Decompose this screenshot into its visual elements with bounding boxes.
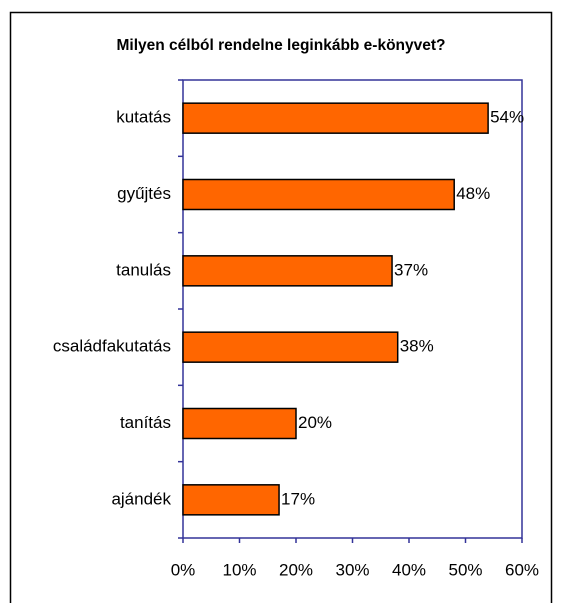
data-label: 17% [281,489,315,508]
bar [182,484,280,516]
chart-frame [9,11,553,603]
x-tick-label: 50% [448,560,482,579]
bar [182,178,455,211]
x-tick-label: 20% [279,560,313,579]
x-tick-label: 40% [392,560,426,579]
y-tick-label: családfakutatás [53,337,171,356]
data-label: 37% [394,260,428,279]
x-tick-label: 30% [335,560,369,579]
data-label: 54% [490,108,524,127]
y-tick-label: tanítás [120,413,171,432]
y-tick-label: ajándék [111,489,171,508]
y-tick-label: kutatás [116,108,171,127]
chart-title: Milyen célból rendelne leginkább e-könyv… [116,37,445,54]
bar [182,407,297,440]
bar [182,255,393,287]
x-tick-label: 0% [171,560,196,579]
data-label: 48% [456,184,490,203]
x-tick-label: 10% [222,560,256,579]
bar [182,331,399,363]
data-label: 38% [400,337,434,356]
bar [182,102,489,134]
y-tick-label: gyűjtés [117,184,171,203]
x-tick-label: 60% [505,560,539,579]
data-label: 20% [298,413,332,432]
y-tick-label: tanulás [116,260,171,279]
